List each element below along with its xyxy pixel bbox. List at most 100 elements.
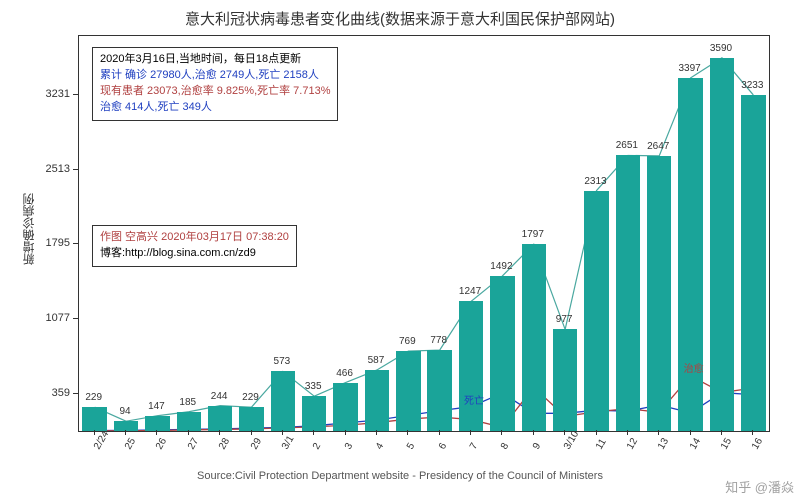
x-tick-mark [313,430,314,435]
x-tick-label: 2 [311,441,323,451]
x-tick-mark [721,430,722,435]
x-tick-mark [188,430,189,435]
y-tick-mark [73,318,78,319]
bar [490,276,514,431]
bar [396,351,420,431]
bar [427,350,451,431]
bar [145,416,169,431]
death-line-label: 死亡 [464,392,484,407]
y-axis-label: 新增确诊病例 [20,193,37,265]
x-tick-label: 15 [719,436,734,451]
bar [365,370,389,431]
bar-value-label: 185 [179,397,196,408]
bar-value-label: 3397 [678,63,700,74]
bar [584,191,608,431]
x-tick-mark [251,430,252,435]
x-tick-label: 4 [374,441,386,451]
bar-value-label: 1797 [522,229,544,240]
x-tick-mark [752,430,753,435]
bar [333,383,357,431]
y-tick-mark [73,169,78,170]
chart-title: 意大利冠状病毒患者变化曲线(数据来源于意大利国民保护部网站) [0,0,800,29]
author-textbox: 作图 空高兴 2020年03月17日 07:38:20 博客:http://bl… [92,225,297,267]
bar-value-label: 335 [305,381,322,392]
x-tick-label: 11 [594,437,609,451]
y-tick-label: 1077 [46,312,70,324]
stats-textbox: 2020年3月16日,当地时间，每日18点更新 累计 确诊 27980人,治愈 … [92,47,338,121]
bar-value-label: 244 [211,391,228,402]
x-tick-label: 3 [343,441,355,451]
x-tick-label: 27 [186,436,201,451]
x-tick-label: 26 [154,436,169,451]
x-tick-mark [125,430,126,435]
x-tick-label: 9 [531,441,543,451]
x-tick-label: 28 [217,436,232,451]
x-tick-mark [219,430,220,435]
y-tick-mark [73,243,78,244]
chart-frame: 意大利冠状病毒患者变化曲线(数据来源于意大利国民保护部网站) 新增确诊病例 20… [0,0,800,500]
bar [710,58,734,431]
bar-value-label: 977 [556,314,573,325]
x-tick-mark [501,430,502,435]
stats-line-1: 2020年3月16日,当地时间，每日18点更新 [100,52,330,68]
x-tick-mark [376,430,377,435]
y-tick-label: 2513 [46,163,70,175]
bar-value-label: 147 [148,401,165,412]
x-tick-mark [533,430,534,435]
x-tick-mark [345,430,346,435]
bar [302,396,326,431]
bar-value-label: 2313 [584,176,606,187]
bar-value-label: 769 [399,336,416,347]
bar-value-label: 3590 [710,43,732,54]
y-tick-mark [73,393,78,394]
source-text: Source:Civil Protection Department websi… [0,470,800,482]
stats-line-4: 治愈 414人,死亡 349人 [100,100,330,116]
author-line-2: 博客:http://blog.sina.com.cn/zd9 [100,246,289,262]
x-tick-label: 13 [656,436,671,451]
bar [177,412,201,431]
bar [114,421,138,431]
x-tick-mark [690,430,691,435]
bar [459,301,483,431]
bar [82,407,106,431]
cure-line-label: 治愈 [684,360,704,375]
y-tick-label: 359 [52,387,70,399]
y-tick-label: 1795 [46,237,70,249]
x-tick-label: 29 [249,436,264,451]
author-line-1: 作图 空高兴 2020年03月17日 07:38:20 [100,230,289,246]
bar-value-label: 229 [242,392,259,403]
bar [678,78,702,431]
x-tick-label: 7 [468,441,480,451]
x-tick-label: 5 [405,441,417,451]
x-tick-mark [94,430,95,435]
x-tick-mark [470,430,471,435]
x-tick-mark [658,430,659,435]
bar [522,244,546,431]
bar [616,155,640,431]
watermark: 知乎 @潘焱 [725,477,794,496]
bar-value-label: 1247 [459,286,481,297]
y-tick-mark [73,94,78,95]
y-tick-label: 3231 [46,88,70,100]
x-tick-mark [282,430,283,435]
bar [647,156,671,431]
x-tick-label: 6 [437,441,449,451]
bar-value-label: 1492 [490,261,512,272]
bar [553,329,577,431]
x-tick-mark [407,430,408,435]
x-tick-mark [156,430,157,435]
x-tick-label: 12 [625,436,640,451]
x-tick-mark [596,430,597,435]
stats-line-3: 现有患者 23073,治愈率 9.825%,死亡率 7.713% [100,84,330,100]
bar [239,407,263,431]
stats-line-2: 累计 确诊 27980人,治愈 2749人,死亡 2158人 [100,68,330,84]
bar-value-label: 94 [119,406,130,417]
x-tick-label: 25 [123,436,138,451]
bar-value-label: 229 [85,392,102,403]
x-tick-label: 14 [688,436,703,451]
x-tick-label: 8 [499,441,511,451]
x-tick-mark [627,430,628,435]
bar-value-label: 2647 [647,141,669,152]
bar-value-label: 466 [336,368,353,379]
bar [208,406,232,431]
